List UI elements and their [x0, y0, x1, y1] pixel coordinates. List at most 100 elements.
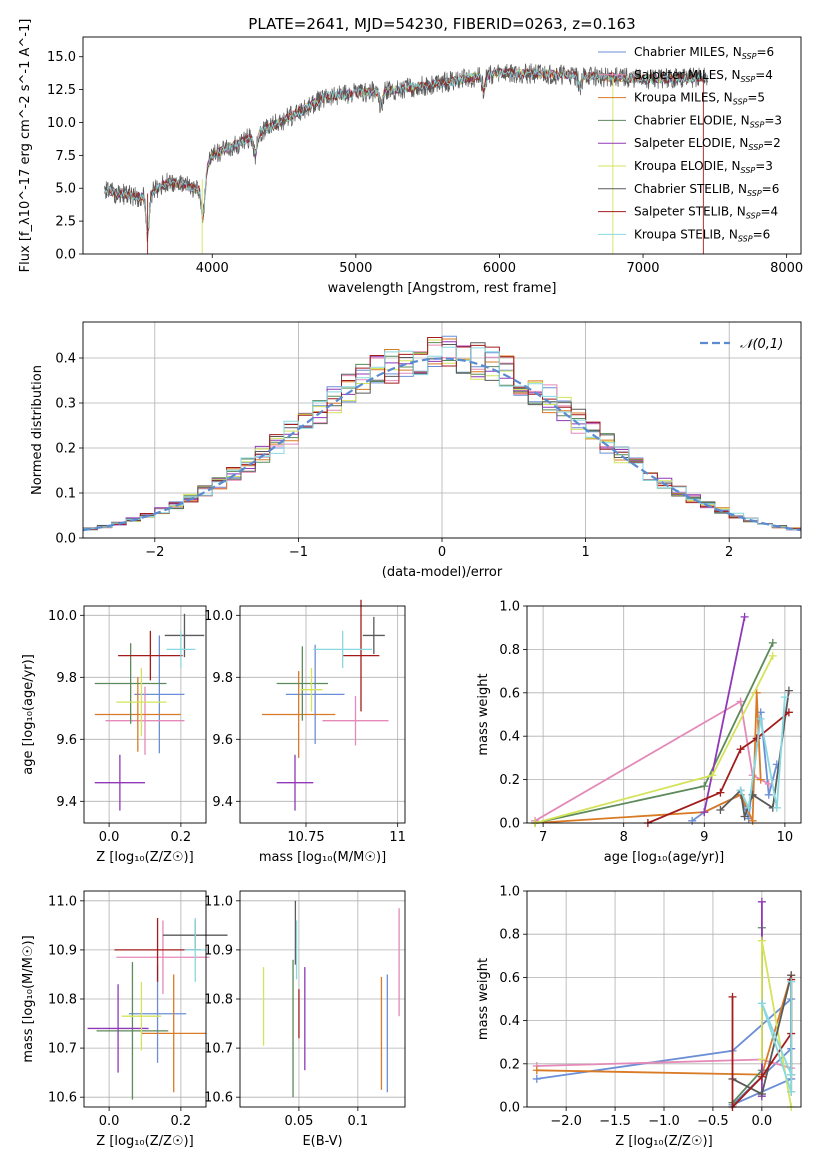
x-tick-label: 7000	[626, 261, 659, 276]
weight-marker	[757, 999, 766, 1008]
y-tick-label: 10.6	[204, 1091, 233, 1106]
weight-marker	[784, 708, 793, 717]
massweight-vs-Z-ylabel: mass weight	[476, 958, 491, 1040]
y-tick-label: 10.0	[48, 609, 77, 624]
residuals-ylabel: Normed distribution	[30, 365, 45, 495]
weight-marker	[787, 1070, 796, 1079]
errorbar-point	[322, 695, 389, 746]
weight-line-salpeter-elodie	[703, 616, 746, 813]
y-tick-label: 0.0	[55, 248, 76, 263]
legend-entry: Chabrier STELIB, NSSP=6	[634, 182, 779, 198]
errorbar-point	[94, 643, 167, 724]
weight-marker	[736, 697, 745, 706]
weight-marker	[757, 1055, 766, 1064]
y-tick-label: 9.6	[212, 733, 233, 748]
weight-marker	[688, 816, 697, 825]
errorbar-point	[87, 984, 149, 1073]
y-tick-label: 10.6	[48, 1091, 77, 1106]
weight-line-kroupa-stelib	[761, 981, 793, 1093]
residuals-frame: −2 −1 0 1 2 0.0 0.1 0.2 0.3 0.4 (data-model)/error…	[30, 321, 802, 580]
weight-line-salpeter-stelib	[647, 711, 790, 824]
x-tick-label: −1.0	[648, 1114, 680, 1129]
x-tick-label: 6000	[483, 261, 516, 276]
y-tick-label: 11.0	[48, 894, 77, 909]
x-tick-label: 9	[700, 830, 708, 845]
weight-marker	[787, 1087, 796, 1096]
y-tick-label: 0.8	[499, 643, 520, 658]
spectrum-frame: 4000 5000 6000 7000 8000 0.0 2.5 5.0 7.5 10.0 12.5…	[18, 19, 803, 296]
y-tick-label: 12.5	[47, 83, 76, 98]
errorbar-point	[118, 630, 183, 681]
weight-marker	[752, 734, 761, 743]
spectrum-xlabel: wavelength [Angstrom, rest frame]	[328, 281, 557, 296]
age-vs-mass-xlabel: mass [log₁₀(M/M☉)]	[259, 850, 386, 865]
mass-vs-EBV-xlabel: E(B-V)	[302, 1134, 342, 1149]
residual-legend: 𝒩(0,1)	[700, 337, 783, 352]
weight-marker	[740, 812, 749, 821]
errorbar-point	[342, 599, 380, 712]
errorbar-point	[94, 754, 145, 811]
y-tick-label: 0.4	[55, 352, 76, 367]
mass-vs-Z-xlabel: Z [log₁₀(Z/Z☉)]	[96, 1134, 193, 1149]
massweight-vs-age-ylabel: mass weight	[476, 673, 491, 755]
normal-curve	[83, 357, 801, 532]
errorbar-point	[276, 646, 328, 721]
y-tick-label: 9.8	[212, 671, 233, 686]
spectrum-ylabel: Flux [f_λ10^-17 erg cm^-2 s^-1 A^-1]	[18, 19, 33, 273]
y-tick-label: 7.5	[55, 149, 76, 164]
y-tick-label: 0.6	[499, 686, 520, 701]
age-vs-Z-frame: 0.0 0.2 9.4 9.6 9.8 10.0 Z [log₁₀(Z/Z☉)] age [l…	[21, 605, 207, 865]
y-tick-label: 0.1	[55, 487, 76, 502]
errorbar-point	[116, 920, 210, 995]
residuals-xlabel: (data-model)/error	[382, 565, 503, 580]
y-tick-label: 1.0	[499, 600, 520, 615]
y-tick-label: 0.2	[55, 442, 76, 457]
errorbar-point	[184, 918, 206, 982]
spectrum-frame-rect	[82, 36, 802, 255]
legend-entry: Chabrier MILES, NSSP=6	[634, 45, 774, 61]
weight-marker	[757, 1072, 766, 1081]
weight-line-kroupa-stelib	[739, 697, 786, 811]
x-tick-label: 0.0	[99, 1114, 120, 1129]
spectrum-line-kroupa-miles	[104, 67, 709, 234]
x-tick-label: 8000	[770, 261, 803, 276]
y-tick-label: 10.9	[48, 943, 77, 958]
x-tick-label: 8	[620, 830, 628, 845]
x-tick-label: 0.1	[348, 1114, 369, 1129]
mass-vs-Z-ylabel: mass [log₁₀(M/M☉)]	[21, 935, 36, 1062]
y-tick-label: 9.8	[56, 671, 77, 686]
massweight-vs-Z-xlabel: Z [log₁₀(Z/Z☉)]	[615, 1134, 712, 1149]
weight-line-kroupa-elodie	[761, 940, 793, 1108]
spectrum-line-kroupa-stelib	[104, 68, 709, 233]
y-tick-label: 2.5	[55, 215, 76, 230]
weight-marker	[700, 808, 709, 817]
x-tick-label: 0	[438, 545, 446, 560]
errorbar-point	[164, 613, 205, 658]
weight-marker	[716, 788, 725, 797]
legend-entry: Salpeter MILES, NSSP=4	[634, 68, 773, 84]
x-tick-label: 7	[539, 830, 547, 845]
x-tick-label: 4000	[196, 261, 229, 276]
y-tick-label: 10.7	[48, 1042, 77, 1057]
weight-marker	[532, 1066, 541, 1075]
weight-marker	[757, 936, 766, 945]
y-tick-label: 10.8	[204, 993, 233, 1008]
weight-marker	[787, 977, 796, 986]
x-tick-label: 10	[777, 830, 794, 845]
y-tick-label: 11.0	[204, 894, 233, 909]
age-vs-mass-frame: 10.75 11 9.4 9.6 9.8 10.0 mass [log₁₀(M/M☉)]	[204, 605, 406, 865]
weight-line-salpeter-miles	[534, 700, 770, 822]
errorbar-point	[105, 686, 185, 755]
y-tick-label: 9.4	[56, 795, 77, 810]
y-tick-label: 0.3	[55, 397, 76, 412]
legend-entry: Kroupa MILES, NSSP=5	[634, 91, 765, 107]
x-tick-label: 5000	[339, 261, 372, 276]
age-vs-Z-xlabel: Z [log₁₀(Z/Z☉)]	[96, 850, 193, 865]
spectrum-line-chabrier-miles	[104, 67, 708, 231]
spectrum-plot	[104, 63, 709, 254]
age-vs-mass-frame-rect	[239, 605, 406, 824]
weight-marker	[756, 714, 765, 723]
y-tick-label: 0.0	[499, 1101, 520, 1116]
